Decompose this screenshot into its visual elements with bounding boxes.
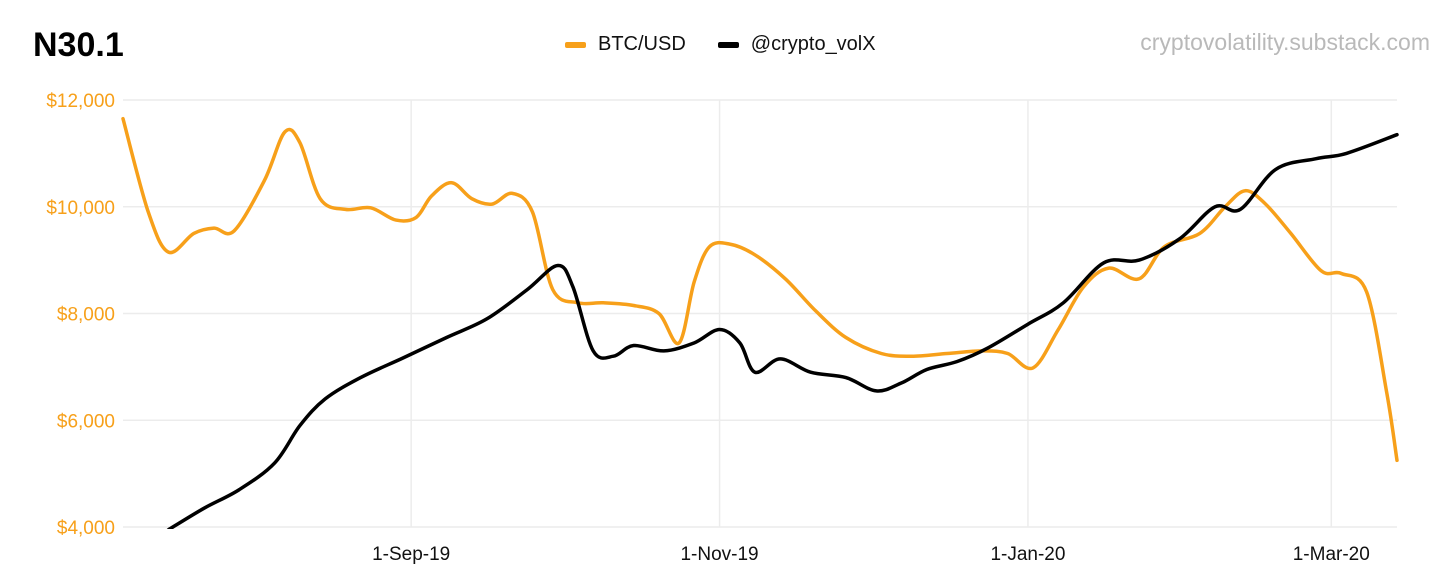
legend-item-volx: @crypto_volX <box>717 33 876 56</box>
x-tick-label: 1-Sep-19 <box>372 544 450 565</box>
y-tick-label: $6,000 <box>57 411 115 432</box>
chart-title: N30.1 <box>33 26 124 64</box>
x-tick-label: 1-Nov-19 <box>680 544 758 565</box>
legend-label-btc: BTC/USD <box>598 33 686 55</box>
x-tick-label: 1-Mar-20 <box>1293 544 1370 565</box>
x-tick-label: 1-Jan-20 <box>990 544 1065 565</box>
source-watermark: cryptovolatility.substack.com <box>1140 29 1430 55</box>
legend-item-btc: BTC/USD <box>565 33 686 56</box>
y-tick-label: $12,000 <box>46 91 115 112</box>
btc-usd-line <box>121 116 1399 463</box>
crypto-volx-line <box>166 132 1399 529</box>
series-lines <box>121 116 1399 529</box>
x-axis-ticks: 1-Sep-19 1-Nov-19 1-Jan-20 1-Mar-20 <box>372 544 1370 565</box>
y-tick-label: $4,000 <box>57 518 115 539</box>
legend-swatch-volx <box>717 41 739 48</box>
legend: BTC/USD @crypto_volX <box>565 33 876 56</box>
y-tick-label: $8,000 <box>57 305 115 326</box>
grid <box>123 99 1397 528</box>
legend-swatch-btc <box>565 41 586 48</box>
y-axis-ticks: $4,000 $6,000 $8,000 $10,000 $12,000 <box>46 91 115 539</box>
legend-label-volx: @crypto_volX <box>750 33 876 55</box>
y-tick-label: $10,000 <box>46 198 115 219</box>
